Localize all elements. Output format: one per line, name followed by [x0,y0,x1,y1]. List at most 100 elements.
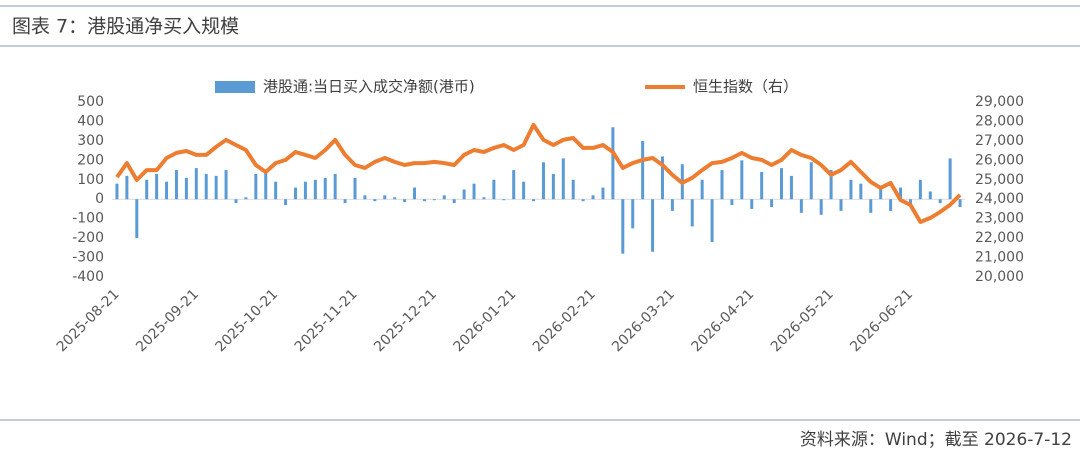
line [115,122,962,224]
bar [194,168,198,200]
legend-label: 恒生指数（右） [693,78,798,96]
bar [393,197,397,200]
bar [145,179,149,200]
chart-title: 图表 7：港股通净买入规模 [12,16,239,38]
bar [472,183,476,200]
bar [492,179,496,200]
bar [918,179,922,200]
bar [323,177,327,200]
bar [353,177,357,200]
bar [641,140,645,200]
y2-tick-label: 20,000 [975,269,1024,285]
bar [373,199,377,202]
bar [422,199,426,202]
bar [155,173,159,200]
x-tick-label: 2025-11-21 [292,286,361,355]
x-tick-label: 2026-02-21 [530,286,599,355]
bar [343,199,347,204]
bar [284,199,288,206]
bar [234,199,238,204]
bar [829,170,833,200]
bar [184,177,188,200]
bar [730,199,734,206]
y2-tick-label: 28,000 [975,113,1024,129]
bar [899,187,903,200]
y-tick-label: -400 [72,269,104,285]
bar [760,172,764,200]
x-tick-label: 2026-05-21 [768,286,837,355]
bar [938,199,942,204]
bar [244,197,248,200]
bar [512,170,516,200]
bar [839,199,843,211]
y-tick-label: 500 [77,94,104,110]
x-tick-label: 2025-08-21 [54,286,123,355]
bar [789,175,793,200]
bar [651,199,655,252]
bar [135,199,139,239]
bar [601,187,605,200]
x-tick-label: 2026-01-21 [451,286,520,355]
bar [413,187,417,200]
bar [631,199,635,229]
bar [799,199,803,213]
bar [452,199,456,204]
bar [720,170,724,200]
bar [254,173,258,200]
y-tick-label: -200 [72,230,104,246]
bar [541,162,545,200]
bar [611,127,615,200]
bar [403,199,407,203]
y-tick-label: 300 [77,133,104,149]
legend-label: 港股通:当日买入成交净额(港币) [263,78,475,96]
bar [889,199,893,211]
y-tick-label: 200 [77,152,104,168]
bar [125,175,129,200]
bar [115,183,119,200]
x-tick-label: 2025-09-21 [133,286,202,355]
bar [770,199,774,207]
bar [740,160,744,200]
bar [333,173,337,200]
x-tick-label: 2025-10-21 [212,286,281,355]
bar [780,168,784,200]
bar [809,162,813,200]
bar [462,189,466,200]
bar [621,199,625,254]
bar [204,173,208,200]
bar [561,158,565,200]
bar [581,199,585,202]
y2-tick-label: 24,000 [975,191,1024,207]
y2-tick-label: 23,000 [975,211,1024,227]
bar [958,199,962,207]
bar [293,187,297,200]
bar [948,158,952,200]
bar [750,199,754,209]
y2-tick-label: 29,000 [975,94,1024,110]
bar [532,199,536,202]
bar [313,179,317,200]
bar [591,195,595,200]
bar [879,187,883,200]
source-note: 资料来源：Wind；截至 2026-7-12 [800,430,1072,450]
x-tick-label: 2026-04-21 [689,286,758,355]
y2-tick-label: 26,000 [975,152,1024,168]
bar [383,195,387,200]
x-tick-label: 2026-03-21 [609,286,678,355]
bar [363,195,367,200]
bar [522,181,526,200]
bar [660,156,664,200]
bar [165,181,169,200]
legend-swatch [215,81,255,93]
y-tick-label: -100 [72,211,104,227]
bar [928,191,932,200]
x-tick-label: 2026-06-21 [847,286,916,355]
y-tick-label: 100 [77,172,104,188]
bar [214,175,218,200]
bar [859,183,863,200]
bar [482,197,486,200]
bar [224,170,228,200]
bar [174,170,178,200]
bar [819,199,823,215]
